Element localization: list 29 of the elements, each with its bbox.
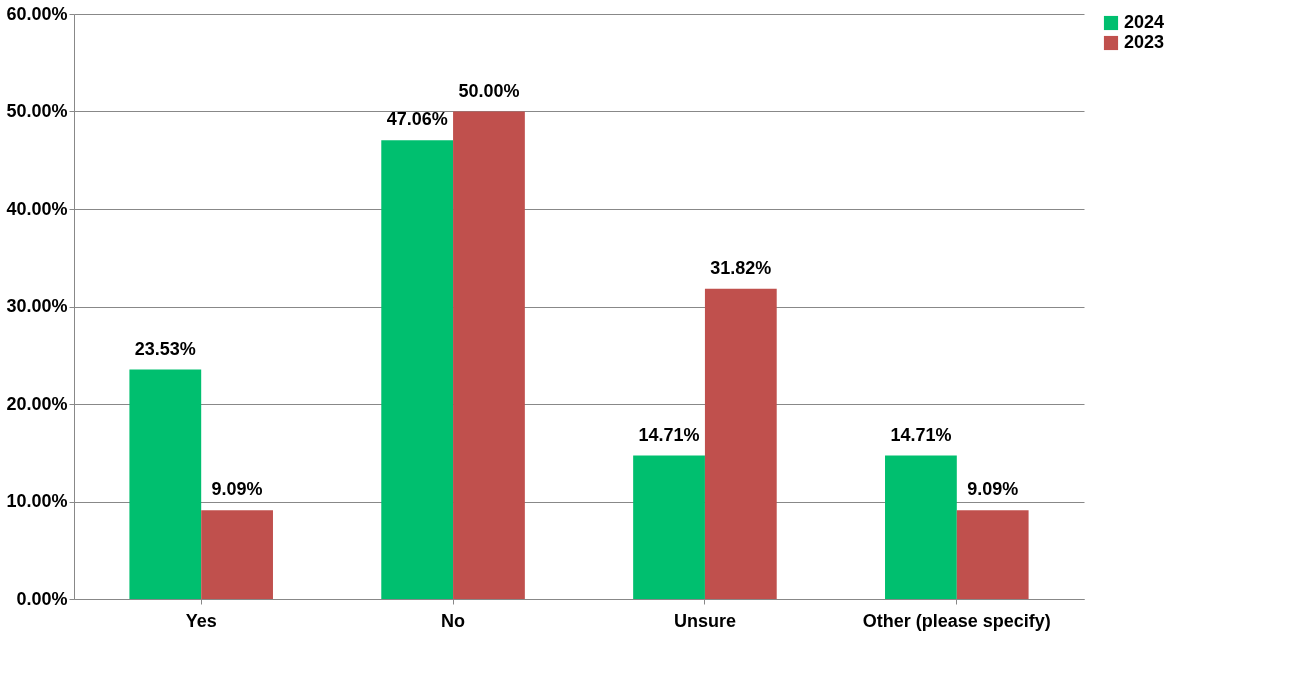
y-tick-label: 30.00%	[6, 296, 68, 316]
bar	[381, 140, 454, 599]
y-tick-label: 40.00%	[6, 198, 68, 219]
data-label: 9.09%	[967, 479, 1019, 500]
bar	[885, 455, 957, 599]
x-tick-label: No	[441, 610, 466, 631]
bar	[453, 111, 525, 599]
data-label: 47.06%	[386, 109, 448, 130]
x-tick-label: Other (please specify)	[862, 610, 1051, 631]
data-label: 50.00%	[458, 80, 520, 101]
data-label: 14.71%	[890, 424, 952, 445]
y-tick-label: 0.00%	[16, 588, 68, 609]
bar	[201, 510, 273, 599]
legend-label: 2024	[1124, 12, 1165, 32]
bar	[956, 510, 1029, 599]
data-label: 14.71%	[638, 424, 700, 445]
data-label: 23.53%	[134, 338, 196, 359]
data-label: 9.09%	[211, 479, 263, 500]
y-tick-label: 20.00%	[6, 393, 68, 414]
bar	[129, 369, 202, 599]
legend-label: 2023	[1124, 32, 1165, 52]
x-tick-label: Unsure	[673, 610, 736, 631]
data-label: 31.82%	[710, 257, 772, 278]
y-tick-label: 60.00%	[6, 3, 68, 24]
bar	[633, 455, 705, 599]
bar	[704, 288, 777, 599]
x-tick-label: Yes	[185, 610, 217, 631]
y-tick-label: 50.00%	[6, 101, 68, 121]
y-tick-label: 10.00%	[6, 491, 68, 511]
